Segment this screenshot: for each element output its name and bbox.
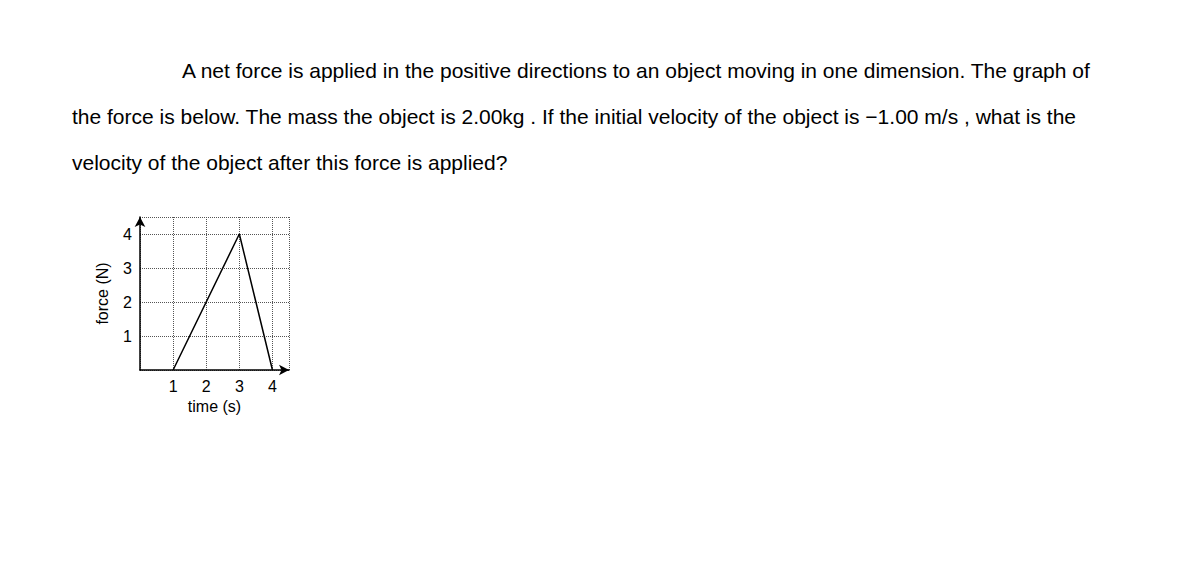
svg-text:2: 2 (123, 294, 132, 311)
svg-text:3: 3 (123, 260, 132, 277)
svg-text:1: 1 (169, 378, 178, 395)
svg-text:force (N): force (N) (94, 262, 111, 324)
svg-text:3: 3 (235, 378, 244, 395)
svg-text:4: 4 (123, 226, 132, 243)
svg-text:1: 1 (123, 328, 132, 345)
svg-text:4: 4 (268, 378, 277, 395)
svg-text:time (s): time (s) (188, 398, 241, 415)
html-text:A net force is applied in the: A net force is applied in the positive d… (72, 59, 1090, 174)
svg-text:2: 2 (202, 378, 211, 395)
